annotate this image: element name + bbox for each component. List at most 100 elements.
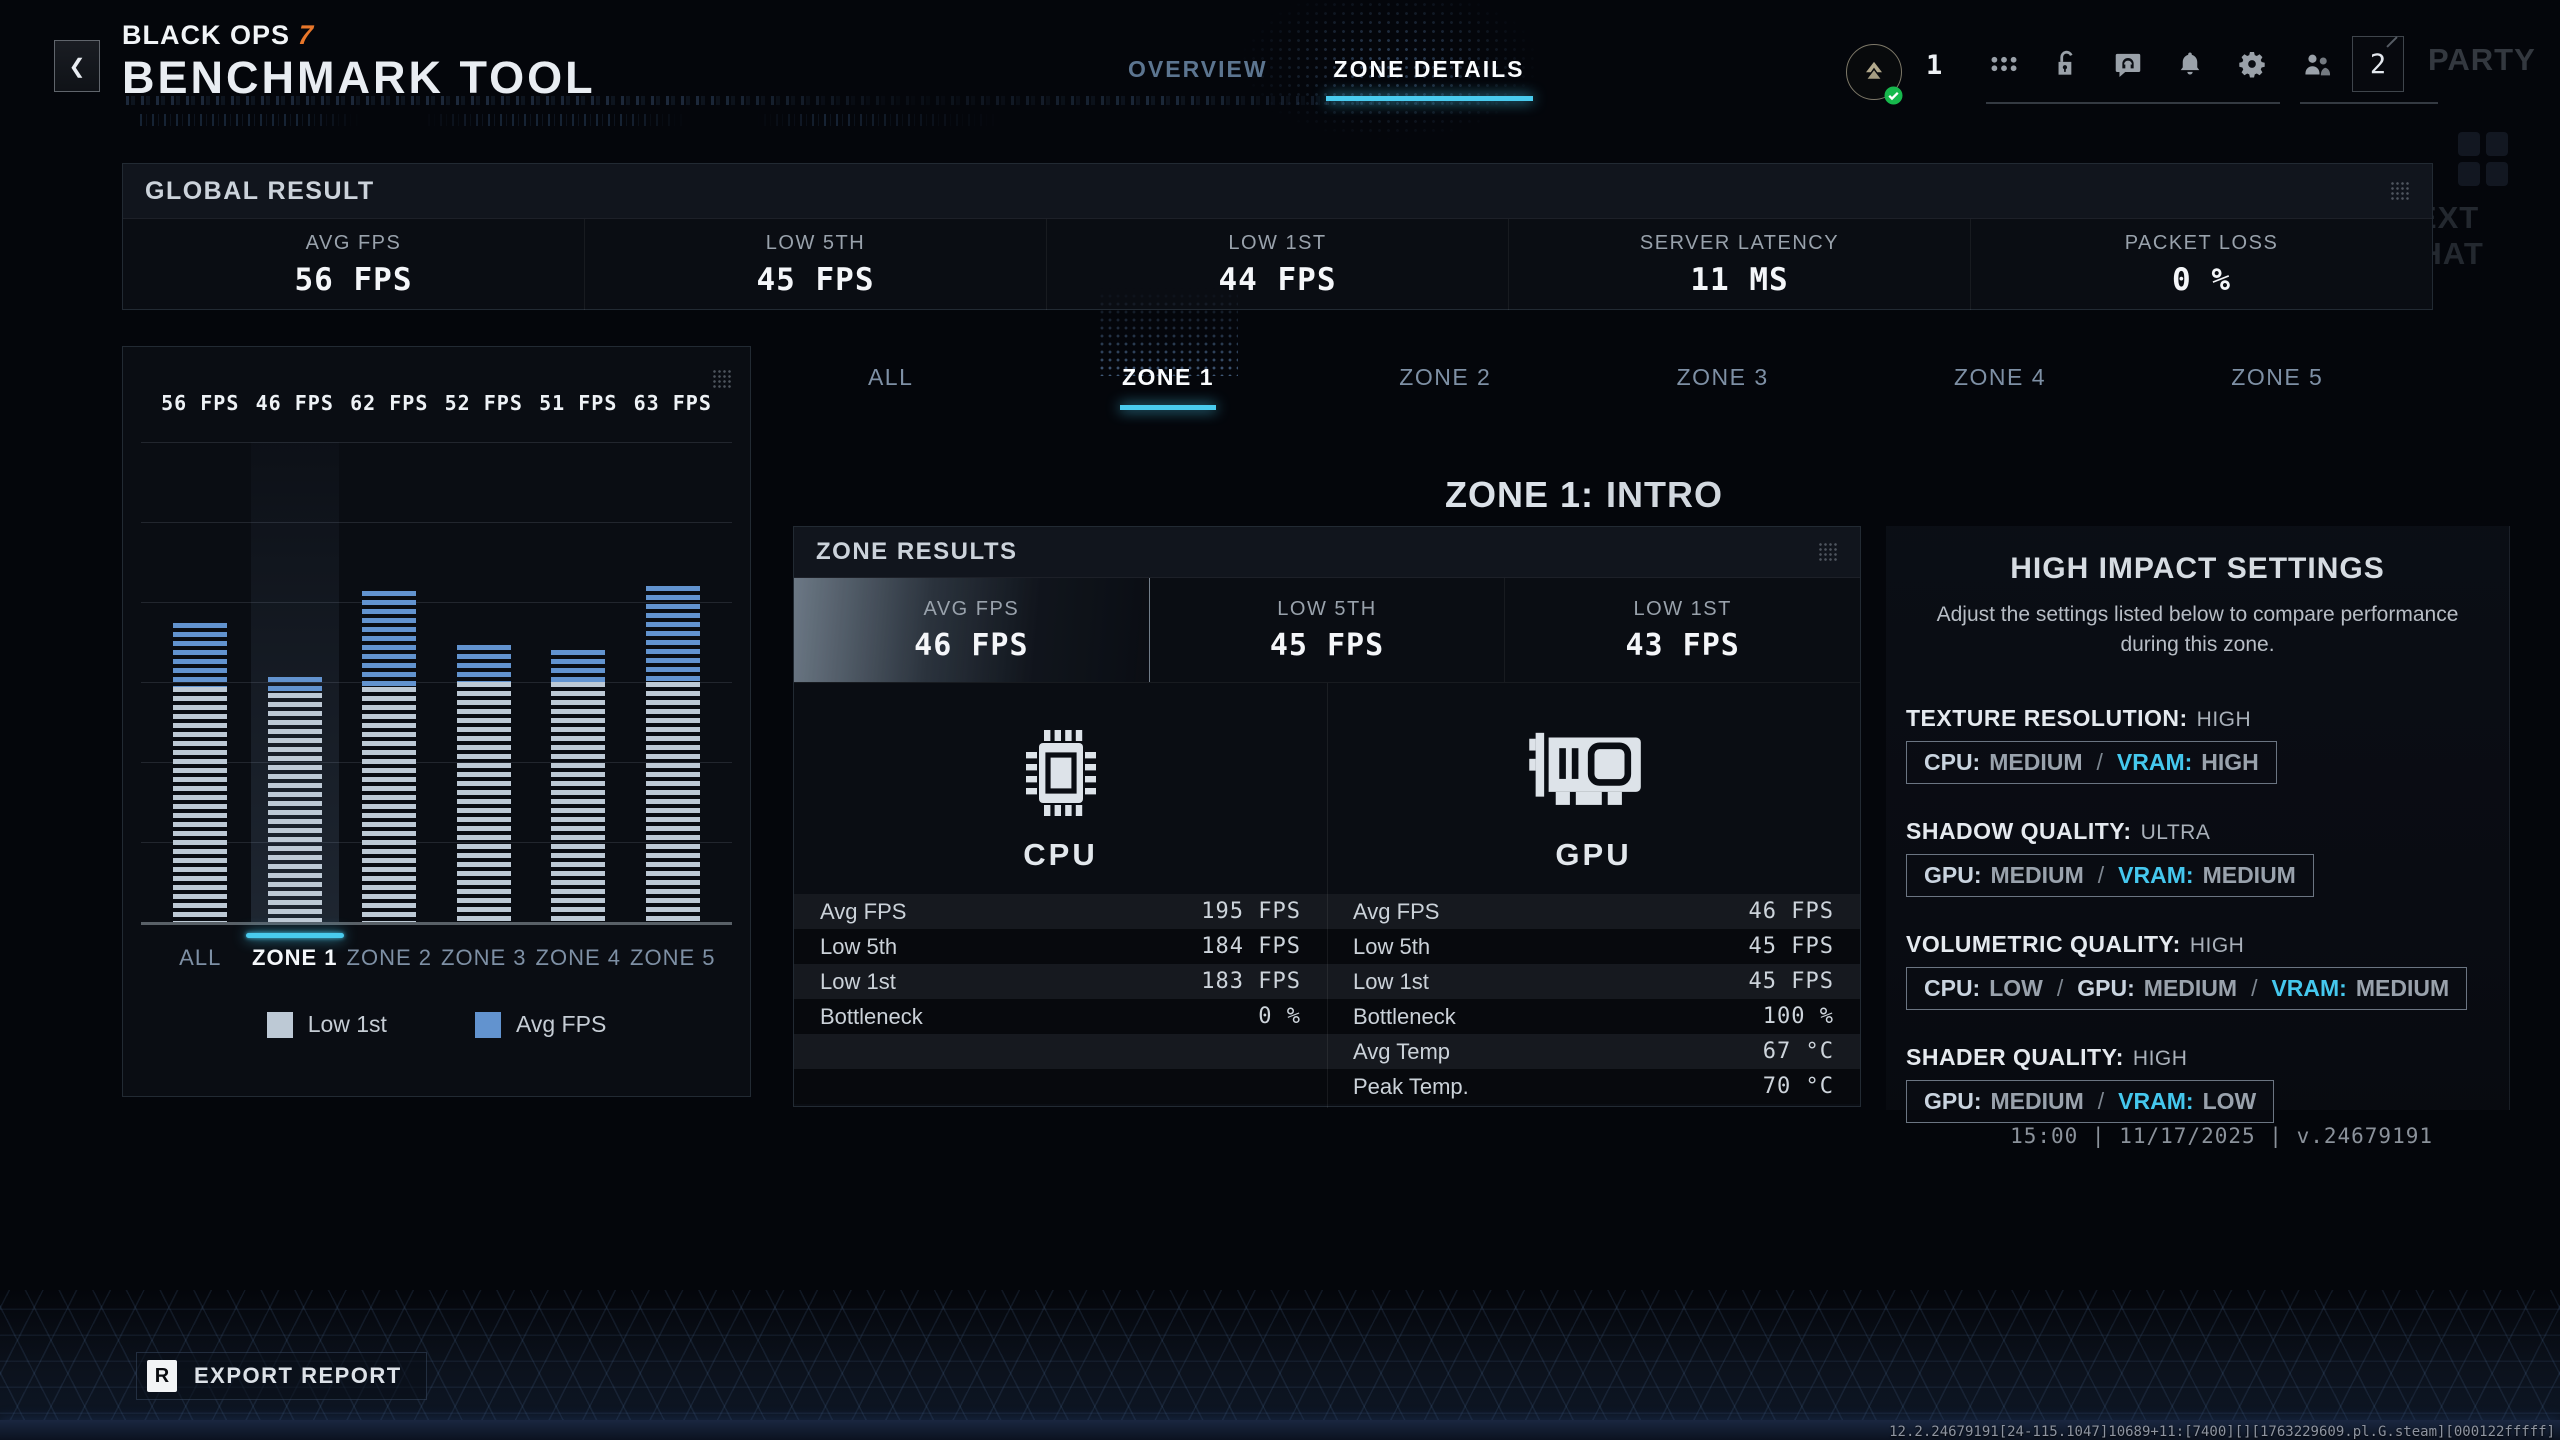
icons-underline xyxy=(1986,102,2280,104)
metric-value: 0 % xyxy=(2172,261,2231,298)
setting-impacts-box[interactable]: GPU: MEDIUM / VRAM: LOW xyxy=(1906,1079,2275,1123)
impact-label: VRAM: xyxy=(2116,748,2193,775)
export-report-button[interactable]: R EXPORT REPORT xyxy=(136,1352,427,1400)
chart-category-zone-1[interactable]: ZONE 1 xyxy=(252,945,338,970)
setting-impacts-box[interactable]: GPU: MEDIUM / VRAM: MEDIUM xyxy=(1906,853,2314,897)
impact-value: HIGH xyxy=(2201,748,2259,775)
chart-gridline xyxy=(141,842,732,843)
metric-label: PACKET LOSS xyxy=(2124,231,2279,254)
global-result-header: GLOBAL RESULT xyxy=(123,164,2432,219)
zone-tabs: ALL ZONE 1 ZONE 2 ZONE 3 ZONE 4 ZONE 5 xyxy=(752,276,2416,410)
impact-value: MEDIUM xyxy=(1989,748,2083,775)
setting-name: VOLUMETRIC QUALITY: xyxy=(1906,930,2181,957)
zone-tab-zone-4[interactable]: ZONE 4 xyxy=(1861,352,2138,402)
high-impact-settings-panel: HIGH IMPACT SETTINGS Adjust the settings… xyxy=(1886,526,2510,1123)
setting-impacts-box[interactable]: CPU: MEDIUM / VRAM: HIGH xyxy=(1906,740,2277,784)
metric-label: AVG FPS xyxy=(305,231,402,254)
zone-tab-zone-1[interactable]: ZONE 1 xyxy=(1029,276,1306,410)
chart-category-zone-3[interactable]: ZONE 3 xyxy=(441,945,527,970)
impact-value: LOW xyxy=(1989,974,2043,1001)
chart-category-zone-5[interactable]: ZONE 5 xyxy=(630,945,716,970)
bell-icon[interactable] xyxy=(2174,48,2206,80)
active-zone-beam-decoration xyxy=(1097,276,1238,376)
party-label: PARTY xyxy=(2428,42,2536,77)
stat-row xyxy=(794,1069,1327,1104)
stat-row: Bottleneck 100 % xyxy=(1327,999,1860,1034)
setting-group-texture-resolution: TEXTURE RESOLUTION: HIGH CPU: MEDIUM / VRAM: H… xyxy=(1906,705,2509,784)
metric-value: 43 FPS xyxy=(1625,627,1740,663)
metric-value: 46 FPS xyxy=(914,627,1029,663)
online-status-check-icon xyxy=(1884,86,1903,105)
keyboard-key-r: R xyxy=(147,1360,177,1392)
stacked-bar xyxy=(551,650,606,922)
setting-impacts-box[interactable]: CPU: LOW / GPU: MEDIUM / VRAM: MEDIUM xyxy=(1906,966,2468,1010)
impact-separator: / xyxy=(2096,748,2103,775)
component-stats: Avg FPS 195 FPS Low 5th 184 FPS Low 1st 183 F… xyxy=(794,894,1327,1104)
active-tab-underline xyxy=(1325,96,1533,101)
chart-category-zone-4[interactable]: ZONE 4 xyxy=(535,945,621,970)
back-button[interactable]: ❮ xyxy=(54,40,100,92)
legend-label: Low 1st xyxy=(307,1011,387,1037)
chart-gridline xyxy=(141,522,732,523)
people-icon[interactable] xyxy=(2300,48,2334,82)
metric-label: SERVER LATENCY xyxy=(1639,231,1840,254)
apps-grid-icon[interactable] xyxy=(1988,48,2020,80)
zone-tab-all[interactable]: ALL xyxy=(752,352,1029,402)
settings-groups: TEXTURE RESOLUTION: HIGH CPU: MEDIUM / VRAM: H… xyxy=(1906,705,2509,1123)
stat-row: Low 5th 45 FPS xyxy=(1327,929,1860,964)
zone-tab-zone-2[interactable]: ZONE 2 xyxy=(1307,352,1584,402)
tab-overview[interactable]: OVERVIEW xyxy=(1128,56,1268,97)
selected-bar-underline xyxy=(245,933,344,938)
zone-tab-zone-5[interactable]: ZONE 5 xyxy=(2139,352,2416,402)
logo-black-ops-text: BLACK OPS xyxy=(122,20,291,50)
chart-legend: Low 1st Avg FPS xyxy=(123,1011,750,1038)
party-count-box[interactable]: 2 xyxy=(2352,36,2404,92)
stat-row: Low 1st 45 FPS xyxy=(1327,964,1860,999)
legend-swatch xyxy=(266,1011,293,1038)
stacked-bar xyxy=(267,677,322,922)
zone-tab-label: ZONE 3 xyxy=(1676,363,1769,390)
stat-row: Avg FPS 46 FPS xyxy=(1327,894,1860,929)
metric-label: AVG FPS xyxy=(923,597,1020,620)
stat-label: Avg Temp xyxy=(1353,1038,1451,1064)
gear-icon[interactable] xyxy=(2236,48,2268,80)
impact-label: VRAM: xyxy=(2118,861,2194,888)
stat-label: Low 1st xyxy=(820,968,896,994)
tab-zone-details[interactable]: ZONE DETAILS xyxy=(1325,56,1533,101)
voice-chat-icon[interactable] xyxy=(2112,48,2144,80)
stat-label: Bottleneck xyxy=(820,1003,923,1029)
drag-dots-icon xyxy=(1818,542,1838,562)
metric-avg-fps: AVG FPS 56 FPS xyxy=(123,219,585,310)
bar-segment-avg-fps xyxy=(267,677,322,693)
metric-low-5th: LOW 5TH 45 FPS xyxy=(1150,578,1506,682)
bar-segment-low-1st xyxy=(267,693,322,922)
setting-name: TEXTURE RESOLUTION: xyxy=(1906,704,2188,731)
lock-open-icon[interactable] xyxy=(2050,48,2082,80)
stat-value: 46 FPS xyxy=(1748,899,1834,924)
zone-heading-name: INTRO xyxy=(1606,473,1723,515)
impact-label: CPU: xyxy=(1924,974,1981,1001)
setting-header: VOLUMETRIC QUALITY: HIGH xyxy=(1906,931,2509,958)
legend-item-avg-fps: Avg FPS xyxy=(474,1011,606,1038)
zone-tab-zone-3[interactable]: ZONE 3 xyxy=(1584,352,1861,402)
zone-tab-label: ZONE 1 xyxy=(1121,363,1215,390)
stat-row: Avg Temp 67 °C xyxy=(1327,1034,1860,1069)
bar-value-label: 51 FPS xyxy=(539,391,618,415)
impact-separator: / xyxy=(2251,974,2258,1001)
player-level: 1 xyxy=(1926,50,1943,81)
bar-segment-avg-fps xyxy=(362,591,417,687)
component-name: CPU xyxy=(1023,837,1098,872)
chart-category-all[interactable]: ALL xyxy=(179,945,222,970)
chart-baseline xyxy=(141,922,732,925)
bar-value-label: 52 FPS xyxy=(444,391,523,415)
drag-dots-icon xyxy=(712,369,732,389)
legend-item-low-1st: Low 1st xyxy=(266,1011,387,1038)
zone-tab-label: ZONE 4 xyxy=(1953,363,2047,390)
chart-category-zone-2[interactable]: ZONE 2 xyxy=(346,945,432,970)
setting-group-shader-quality: SHADER QUALITY: HIGH GPU: MEDIUM / VRAM: LOW xyxy=(1906,1044,2509,1123)
chart-gridline xyxy=(141,682,732,683)
impact-value: MEDIUM xyxy=(1990,1087,2084,1114)
social-watermark-icon xyxy=(2458,132,2480,156)
stacked-bar xyxy=(456,645,511,922)
